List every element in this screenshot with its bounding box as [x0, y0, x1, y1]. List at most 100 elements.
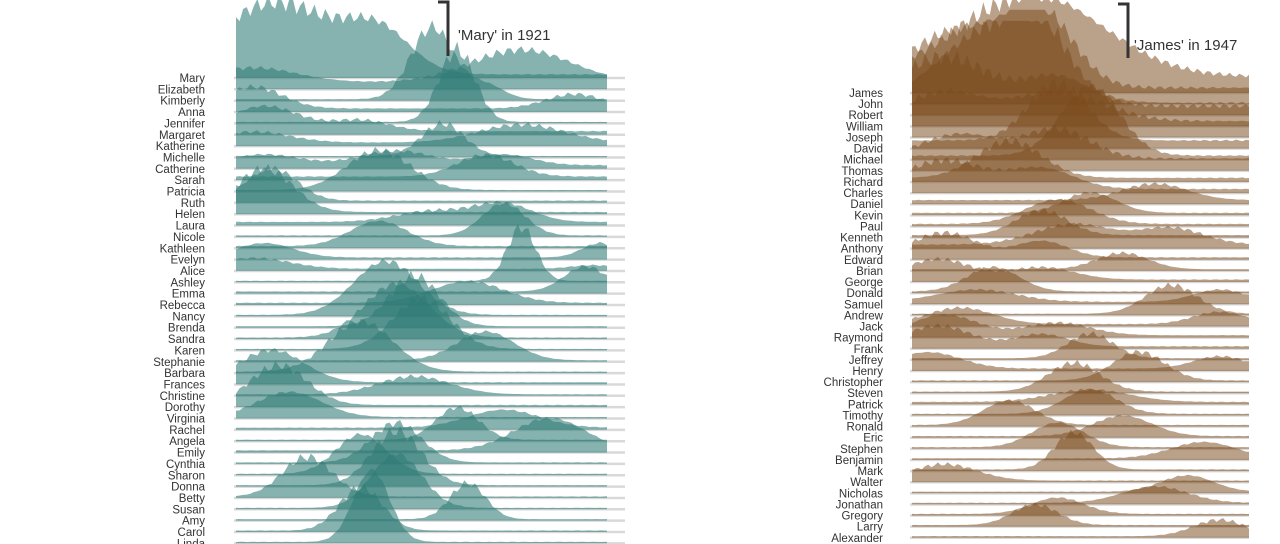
- row-label-michael: Michael: [843, 155, 883, 167]
- row-label-kimberly: Kimberly: [160, 96, 205, 108]
- row-label-karen: Karen: [174, 345, 205, 357]
- ridge-kenneth: [912, 208, 1249, 238]
- row-label-kevin: Kevin: [854, 210, 883, 222]
- row-label-gregory: Gregory: [841, 511, 883, 523]
- ridge-sharon: [236, 432, 607, 476]
- row-label-benjamin: Benjamin: [835, 455, 883, 467]
- ridge-patrick: [912, 388, 1249, 405]
- row-label-ashley: Ashley: [170, 277, 205, 289]
- row-label-linda: Linda: [177, 538, 206, 544]
- ridge-stephanie: [236, 330, 607, 362]
- ridge-sarah: [236, 153, 607, 181]
- row-label-eric: Eric: [863, 433, 883, 445]
- row-label-james: James: [849, 88, 883, 100]
- row-label-andrew: Andrew: [844, 310, 884, 322]
- ridge-helen: [236, 163, 607, 215]
- ridge-charles: [912, 157, 1249, 194]
- ridge-areas: [236, 0, 607, 544]
- row-label-donald: Donald: [847, 288, 883, 300]
- row-label-richard: Richard: [843, 177, 883, 189]
- row-label-barbara: Barbara: [164, 368, 206, 380]
- row-label-john: John: [858, 99, 883, 111]
- ridge-elizabeth: [236, 46, 607, 90]
- row-label-daniel: Daniel: [850, 199, 883, 211]
- row-label-robert: Robert: [848, 110, 883, 122]
- row-label-stephanie: Stephanie: [153, 357, 205, 369]
- row-label-michelle: Michelle: [163, 152, 205, 164]
- row-label-alexander: Alexander: [831, 533, 883, 544]
- row-labels: MaryElizabethKimberlyAnnaJenniferMargare…: [153, 73, 206, 544]
- ridge-alice: [236, 257, 607, 271]
- row-label-christopher: Christopher: [824, 377, 884, 389]
- ridge-mark: [912, 429, 1249, 472]
- ridge-gregory: [912, 497, 1249, 516]
- row-label-kathleen: Kathleen: [160, 243, 205, 255]
- row-label-donna: Donna: [171, 482, 205, 494]
- row-label-charles: Charles: [843, 188, 883, 200]
- row-label-jonathan: Jonathan: [836, 499, 883, 511]
- ridge-catherine: [236, 149, 607, 169]
- row-label-nicole: Nicole: [173, 232, 205, 244]
- row-label-katherine: Katherine: [156, 141, 205, 153]
- ridge-katherine: [236, 122, 607, 147]
- row-label-brian: Brian: [856, 266, 883, 278]
- row-label-susan: Susan: [172, 504, 205, 516]
- row-label-dorothy: Dorothy: [165, 402, 206, 414]
- row-label-steven: Steven: [847, 388, 883, 400]
- ridge-ashley: [236, 224, 607, 283]
- row-label-paul: Paul: [860, 221, 883, 233]
- ridge-mary: [236, 0, 607, 78]
- row-label-frank: Frank: [854, 344, 884, 356]
- annotation-bracket: [1118, 2, 1130, 58]
- row-label-ronald: Ronald: [847, 422, 883, 434]
- row-label-henry: Henry: [852, 366, 883, 378]
- ridge-ronald: [912, 399, 1249, 427]
- ridge-angela: [236, 405, 607, 442]
- row-label-larry: Larry: [857, 522, 883, 534]
- ridge-cynthia: [236, 420, 607, 464]
- ridge-alexander: [912, 518, 1249, 538]
- row-label-helen: Helen: [175, 209, 205, 221]
- row-label-thomas: Thomas: [841, 166, 883, 178]
- row-label-catherine: Catherine: [155, 164, 205, 176]
- row-label-betty: Betty: [179, 493, 205, 505]
- row-label-nicholas: Nicholas: [839, 488, 883, 500]
- row-label-emily: Emily: [177, 448, 205, 460]
- row-label-sandra: Sandra: [168, 334, 206, 346]
- ridge-frank: [912, 323, 1249, 349]
- row-label-edward: Edward: [844, 255, 883, 267]
- annotation-label: 'James' in 1947: [1134, 37, 1237, 54]
- ridge-christopher: [912, 349, 1249, 383]
- ridge-larry: [912, 502, 1249, 527]
- ridge-andrew: [912, 282, 1249, 316]
- ridge-benjamin: [912, 441, 1249, 460]
- row-label-mark: Mark: [857, 466, 883, 478]
- ridge-kathleen: [236, 220, 607, 249]
- row-label-mary: Mary: [179, 73, 205, 85]
- ridge-george: [912, 256, 1249, 282]
- ridge-margaret: [236, 104, 607, 135]
- row-label-stephen: Stephen: [840, 444, 883, 456]
- ridge-brian: [912, 251, 1249, 271]
- row-label-ruth: Ruth: [181, 198, 205, 210]
- ridge-evelyn: [236, 241, 607, 260]
- row-label-laura: Laura: [176, 221, 206, 233]
- row-label-jeffrey: Jeffrey: [849, 355, 884, 367]
- row-label-cynthia: Cynthia: [166, 459, 206, 471]
- ridge-james: [912, 0, 1249, 93]
- ridge-nancy: [236, 258, 607, 317]
- ridge-michelle: [236, 120, 607, 158]
- row-label-emma: Emma: [172, 289, 206, 301]
- ridge-henry: [912, 351, 1249, 371]
- row-label-frances: Frances: [163, 379, 205, 391]
- row-label-margaret: Margaret: [159, 130, 206, 142]
- row-label-kenneth: Kenneth: [840, 233, 883, 245]
- row-label-timothy: Timothy: [843, 410, 884, 422]
- row-label-walter: Walter: [850, 477, 883, 489]
- ridge-anna: [236, 84, 607, 112]
- row-label-joseph: Joseph: [846, 132, 883, 144]
- ridge-steven: [912, 359, 1249, 394]
- ridge-ruth: [236, 165, 607, 203]
- ridge-christine: [236, 374, 607, 396]
